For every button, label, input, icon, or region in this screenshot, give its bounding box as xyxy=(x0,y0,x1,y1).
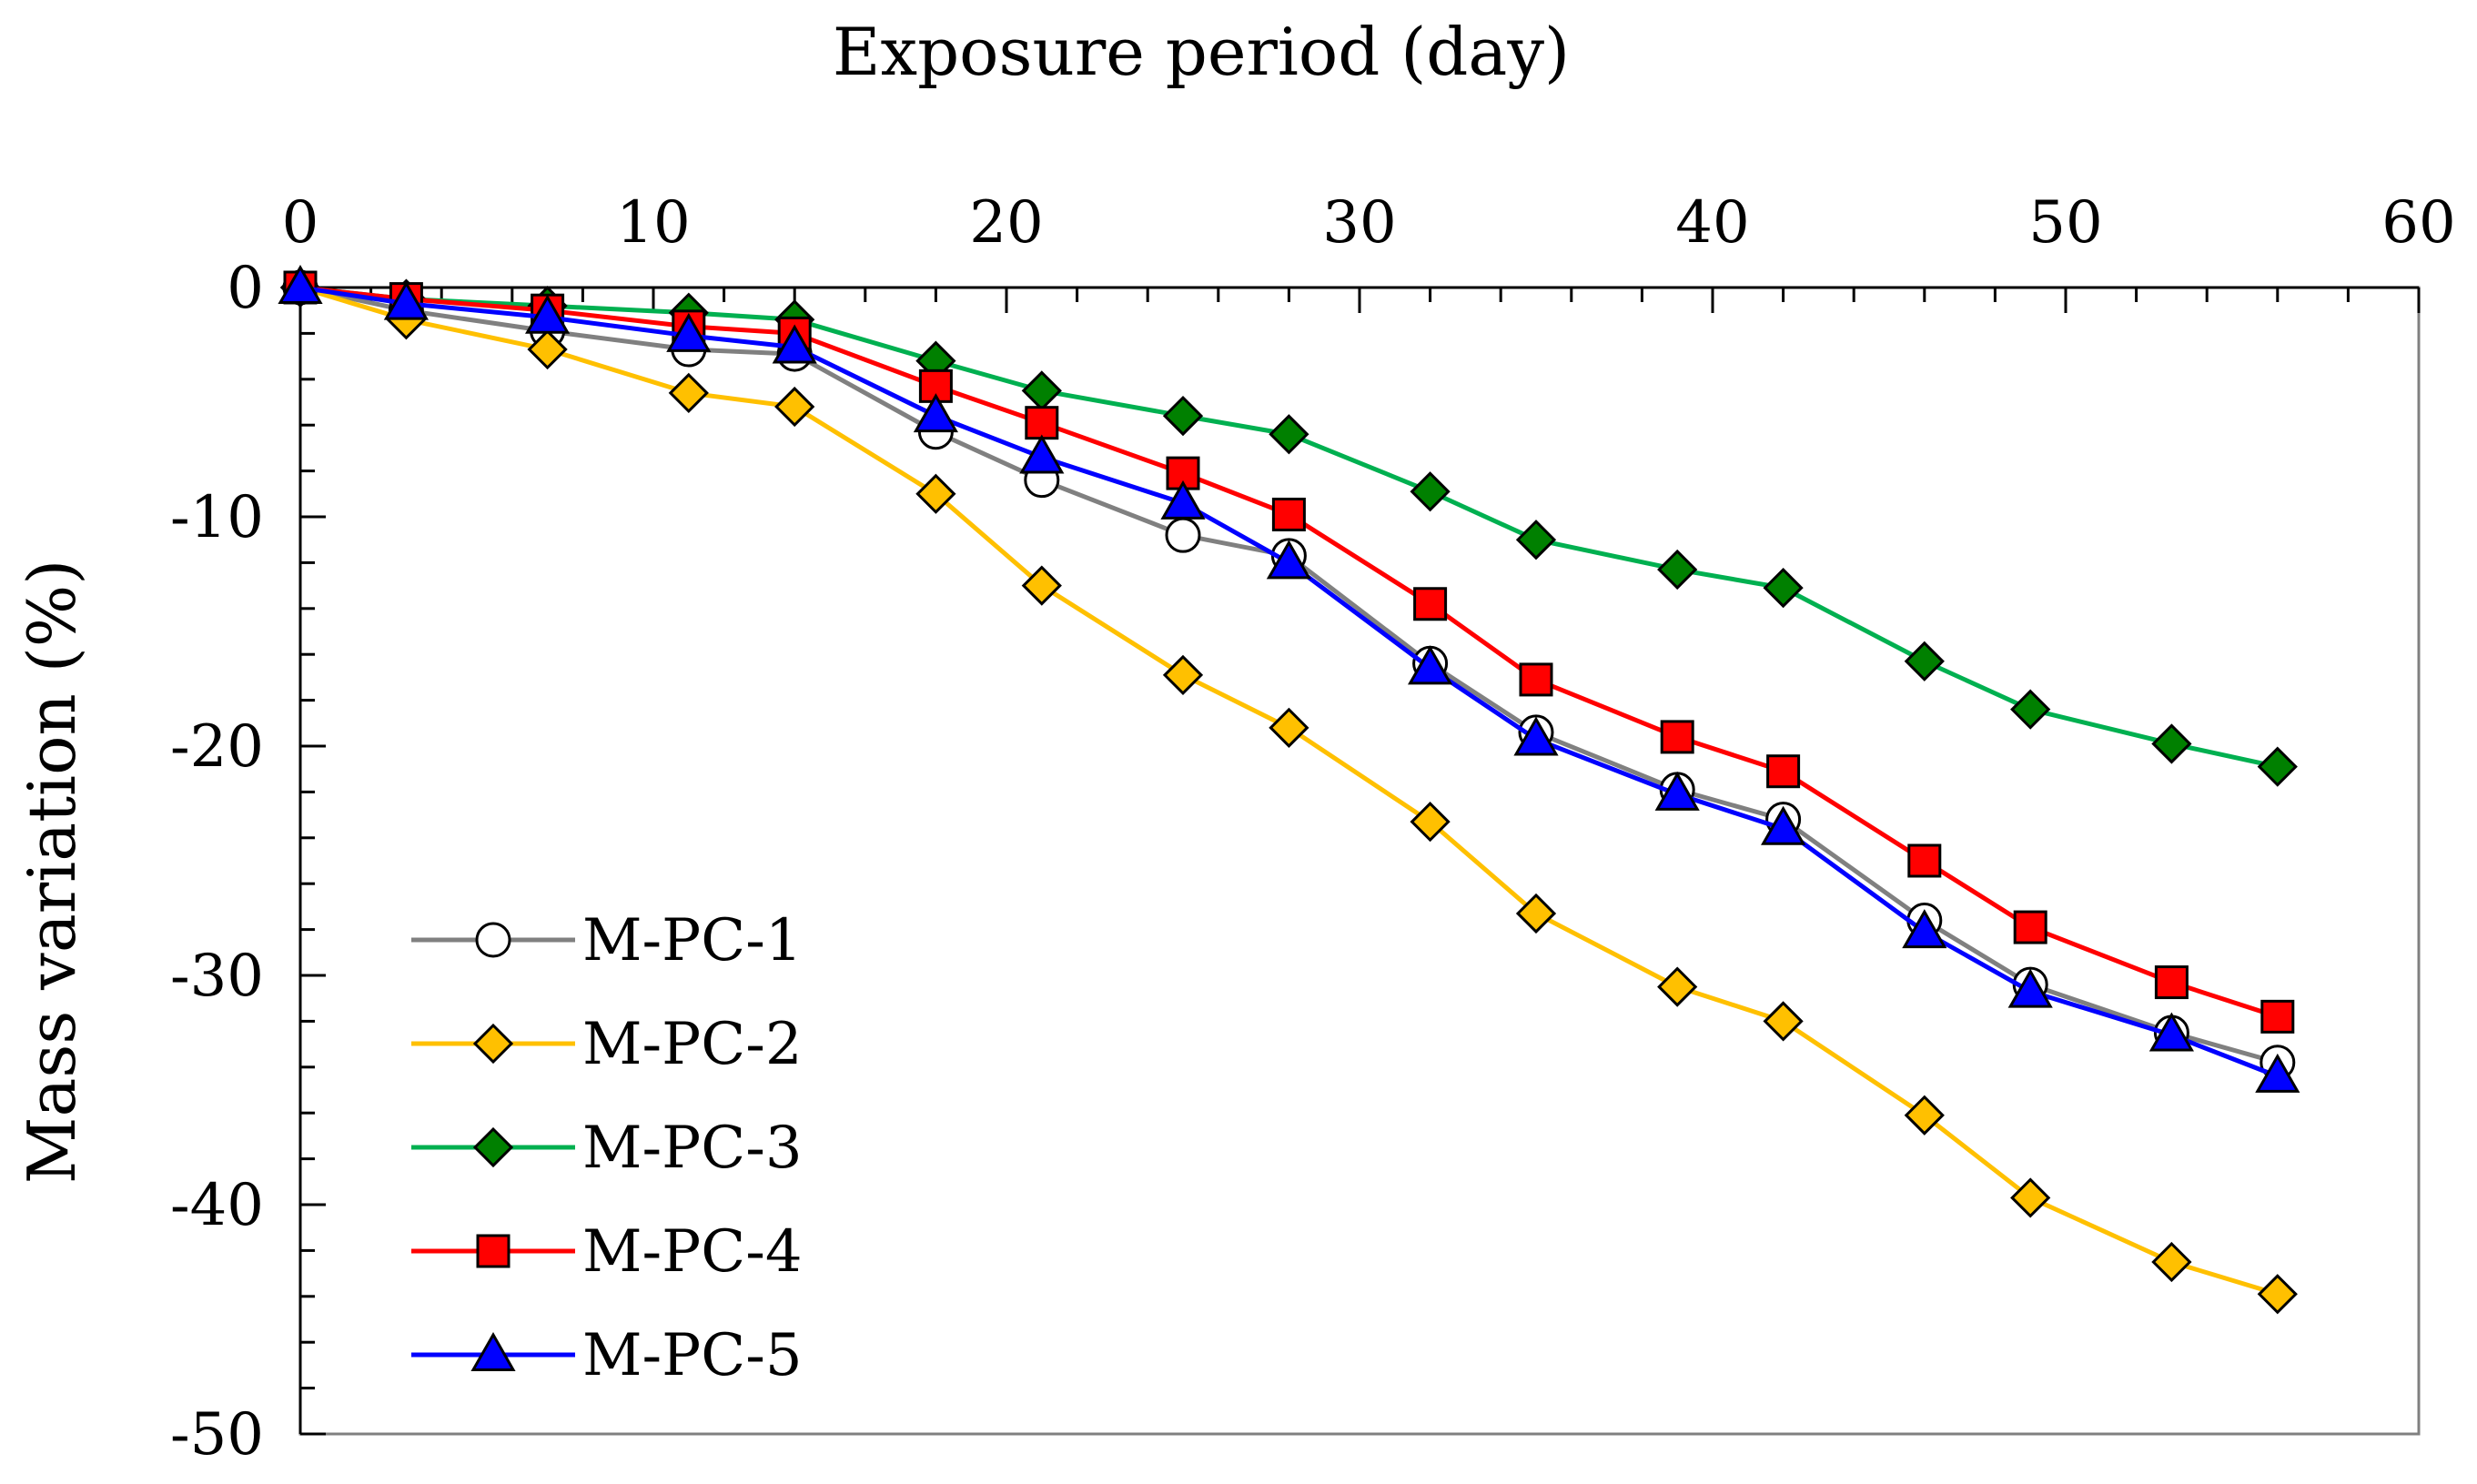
data-point xyxy=(2260,999,2295,1034)
data-point xyxy=(1271,497,1306,531)
data-point xyxy=(1902,909,1947,949)
data-point xyxy=(915,473,956,514)
data-point xyxy=(1021,565,1062,606)
data-point xyxy=(1904,641,1945,681)
legend-item: M-PC-1 xyxy=(411,907,803,974)
x-tick-label: 10 xyxy=(616,189,690,257)
legend-item: M-PC-3 xyxy=(411,1115,803,1182)
data-point xyxy=(2151,723,2192,764)
y-tick-label: -40 xyxy=(170,1172,264,1239)
series-m-pc-2 xyxy=(279,267,2298,1315)
data-point xyxy=(774,386,815,428)
data-point xyxy=(527,328,568,370)
y-tick-label: -30 xyxy=(170,943,264,1010)
data-point xyxy=(913,393,958,433)
data-point xyxy=(1162,395,1204,437)
data-point xyxy=(1657,549,1698,591)
data-point xyxy=(1269,707,1309,748)
y-tick-label: -20 xyxy=(170,713,264,781)
data-point xyxy=(1654,771,1700,811)
data-point xyxy=(1162,654,1204,696)
legend-label: M-PC-2 xyxy=(582,1011,803,1078)
legend-item: M-PC-4 xyxy=(411,1218,803,1286)
data-point xyxy=(668,372,709,414)
data-point xyxy=(1160,480,1206,520)
data-point xyxy=(1763,1001,1804,1042)
legend-marker xyxy=(470,1331,516,1371)
data-point xyxy=(666,312,712,352)
data-point xyxy=(1266,540,1311,580)
data-point xyxy=(1025,406,1059,440)
legend-label: M-PC-3 xyxy=(582,1115,803,1182)
data-point xyxy=(1410,802,1451,843)
data-point xyxy=(1269,414,1309,455)
x-tick-label: 50 xyxy=(2028,189,2102,257)
data-point xyxy=(1660,720,1694,754)
data-point xyxy=(2154,965,2189,1000)
data-point xyxy=(2257,1274,2298,1315)
legend-label: M-PC-5 xyxy=(582,1322,803,1389)
data-point xyxy=(2010,689,2051,730)
legend-marker xyxy=(476,1234,511,1268)
legend: M-PC-1 M-PC-2 M-PC-3 M-PC-4 M-PC-5 xyxy=(411,907,803,1389)
data-point xyxy=(1515,893,1557,934)
x-tick-label: 20 xyxy=(969,189,1043,257)
data-point xyxy=(2257,746,2298,787)
data-point xyxy=(278,264,323,304)
data-point xyxy=(772,324,817,364)
data-point xyxy=(2007,968,2053,1008)
legend-label: M-PC-1 xyxy=(582,907,803,974)
data-point xyxy=(1413,587,1448,621)
data-point xyxy=(1657,966,1698,1007)
y-tick-label: -10 xyxy=(170,484,264,551)
legend-item: M-PC-5 xyxy=(411,1322,803,1389)
legend-label: M-PC-4 xyxy=(582,1218,803,1286)
data-point xyxy=(1904,1095,1945,1136)
y-axis-title: Mass variation (%) xyxy=(14,560,90,1185)
data-point xyxy=(1515,520,1557,560)
data-point xyxy=(1019,434,1065,474)
data-point xyxy=(2255,1053,2300,1093)
data-point xyxy=(1408,645,1453,685)
data-point xyxy=(1519,662,1553,697)
series-group xyxy=(278,264,2300,1315)
y-tick-label: 0 xyxy=(227,255,264,322)
data-point xyxy=(1766,754,1801,789)
data-point xyxy=(1410,471,1451,512)
data-point xyxy=(2151,1241,2192,1283)
series-m-pc-5 xyxy=(278,264,2300,1093)
legend-marker xyxy=(472,1023,514,1065)
data-point xyxy=(2013,910,2047,944)
data-point xyxy=(383,280,429,320)
data-point xyxy=(2148,1012,2194,1052)
y-tick-label: -50 xyxy=(170,1401,264,1469)
x-tick-label: 40 xyxy=(1675,189,1749,257)
legend-marker xyxy=(475,922,511,958)
x-tick-label: 0 xyxy=(282,189,319,257)
axes: 0 10 20 30 40 50 60 0 -10 -20 -30 -40 -50 xyxy=(170,189,2456,1469)
data-point xyxy=(1763,567,1804,609)
legend-marker xyxy=(472,1126,514,1168)
data-point xyxy=(525,294,571,334)
legend-item: M-PC-2 xyxy=(411,1011,803,1078)
data-point xyxy=(1513,716,1559,756)
x-tick-label: 60 xyxy=(2381,189,2455,257)
data-point xyxy=(1907,843,1942,878)
x-tick-label: 30 xyxy=(1322,189,1396,257)
data-point xyxy=(1165,517,1201,553)
data-point xyxy=(1761,805,1806,845)
x-axis-title: Exposure period (day) xyxy=(833,14,1570,90)
data-point xyxy=(2010,1177,2051,1218)
